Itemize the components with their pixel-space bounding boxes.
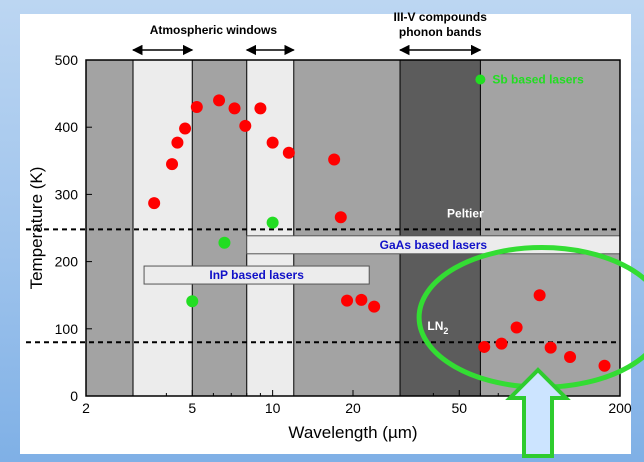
x-tick-label: 10 [265, 400, 281, 416]
band-gray [293, 60, 401, 396]
y-tick-label: 100 [55, 321, 79, 337]
data-point-red [334, 211, 347, 224]
data-point-red [328, 153, 341, 166]
data-point-red [166, 158, 179, 171]
data-point-red [355, 293, 368, 306]
y-tick-label: 200 [55, 254, 79, 270]
band-gray [192, 60, 247, 396]
y-axis-title: Temperature (K) [27, 167, 46, 290]
y-tick-label: 0 [70, 388, 78, 404]
data-point-red [495, 337, 508, 350]
data-point-red [598, 359, 611, 372]
range-bar-label: InP based lasers [209, 268, 304, 282]
data-point-red [171, 136, 184, 149]
highlight-arrow-up-icon [505, 367, 571, 458]
range-bar-label: GaAs based lasers [380, 238, 488, 252]
data-point-red [179, 122, 192, 135]
data-point-red [254, 102, 267, 115]
band-dark [400, 60, 481, 396]
data-point-red [266, 136, 279, 149]
data-point-red [239, 119, 252, 132]
reference-label: LN2 [427, 319, 448, 336]
x-tick-label: 50 [451, 400, 467, 416]
legend-label-sb: Sb based lasers [492, 72, 584, 86]
data-point-red [190, 101, 203, 114]
band-gray [86, 60, 134, 396]
annotation-phonon-line1: III-V compounds [394, 10, 488, 24]
band-light [133, 60, 193, 396]
y-tick-label: 400 [55, 119, 79, 135]
data-point-red [533, 289, 546, 302]
legend-marker-sb [475, 74, 486, 85]
x-tick-label: 5 [188, 400, 196, 416]
data-point-red [148, 197, 161, 210]
data-point-red [544, 341, 557, 354]
annotation-phonon-line2: phonon bands [399, 25, 482, 39]
annotation-atmospheric-windows: Atmospheric windows [150, 23, 278, 37]
data-point-red [478, 340, 491, 353]
data-point-sb [218, 236, 231, 249]
x-axis-title: Wavelength (µm) [288, 423, 417, 442]
y-tick-label: 500 [55, 52, 79, 68]
x-tick-label: 20 [345, 400, 361, 416]
reference-label-subscript: 2 [443, 326, 448, 336]
data-point-sb [266, 216, 279, 229]
reference-label: Peltier [447, 206, 484, 220]
data-point-red [282, 146, 295, 159]
range-bar [143, 265, 370, 285]
x-tick-label: 2 [82, 400, 90, 416]
data-point-red [564, 351, 577, 364]
data-point-red [510, 321, 523, 334]
reference-label-text: Peltier [447, 206, 484, 220]
data-point-sb [186, 295, 199, 308]
data-point-red [213, 94, 226, 107]
x-tick-label: 200 [608, 400, 632, 416]
data-point-red [368, 300, 381, 313]
reference-label-text: LN [427, 319, 443, 333]
data-point-red [228, 102, 241, 115]
y-tick-label: 300 [55, 186, 79, 202]
data-point-red [341, 294, 354, 307]
